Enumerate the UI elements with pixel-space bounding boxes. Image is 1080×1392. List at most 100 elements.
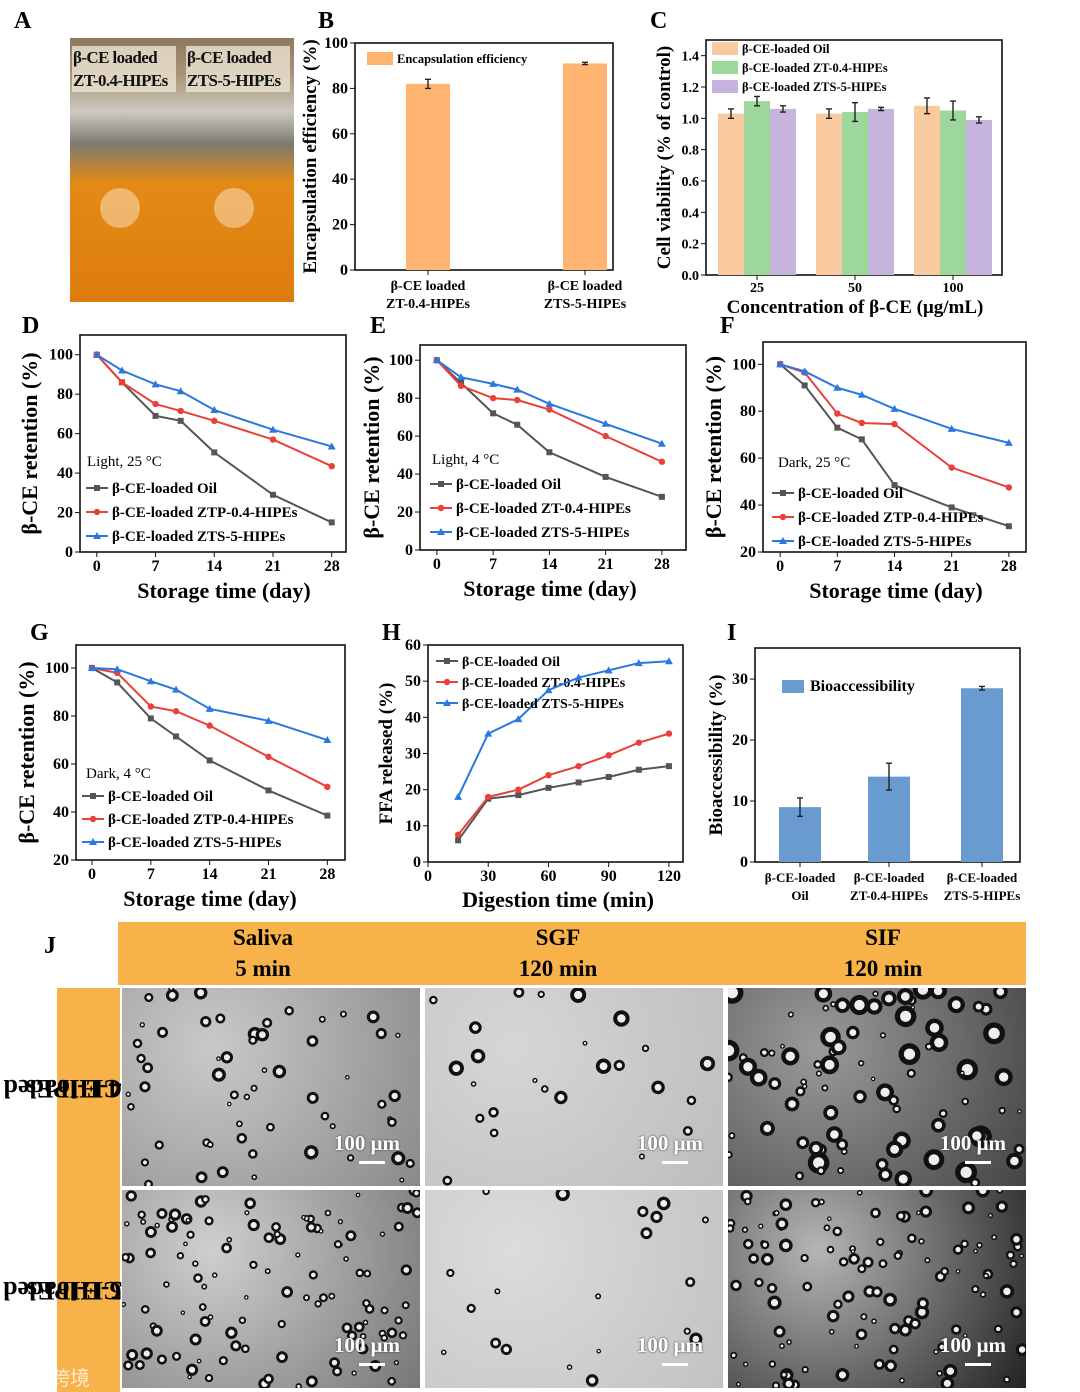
- panel-label-c: C: [650, 8, 668, 34]
- data-point: [92, 350, 101, 358]
- data-point: [513, 385, 522, 393]
- y-tick-label: 40: [57, 465, 73, 482]
- legend-swatch: [782, 680, 804, 693]
- plot-frame: [79, 334, 347, 553]
- data-point: [456, 373, 465, 381]
- data-point: [205, 704, 214, 712]
- data-point: [489, 394, 497, 402]
- data-point: [206, 722, 213, 729]
- bar: [940, 110, 966, 275]
- vial-zts: β-CE loaded ZTS-5-HIPEs: [184, 38, 294, 302]
- legend-marker: [779, 537, 787, 544]
- legend-label: β-CE-loaded ZTP-0.4-HIPEs: [108, 812, 294, 828]
- error-bar: [886, 762, 892, 791]
- data-point: [147, 715, 154, 722]
- micrograph: 100 μm: [425, 988, 723, 1186]
- legend-label: β-CE-loaded Oil: [456, 477, 561, 493]
- x-tick-label: 0: [93, 558, 101, 575]
- data-point: [948, 464, 955, 471]
- bar: [770, 108, 796, 275]
- data-point: [147, 703, 155, 710]
- x-tick-label: 60: [540, 868, 556, 885]
- x-tick-label: 120: [657, 868, 681, 885]
- condition-annotation: Light, 25 °C: [87, 454, 162, 470]
- data-point: [602, 473, 609, 480]
- data-point: [658, 493, 665, 500]
- data-point: [172, 708, 180, 715]
- data-point: [1005, 523, 1012, 530]
- series-line: [779, 363, 1010, 444]
- legend-label: β-CE-loaded ZT-0.4-HIPEs: [456, 501, 631, 517]
- data-point: [635, 766, 642, 773]
- legend-label: β-CE-loaded ZTS-5-HIPEs: [742, 80, 887, 94]
- y-tick-label: 100: [45, 660, 69, 677]
- y-tick-label: 0.0: [682, 269, 700, 284]
- x-tick-label: 7: [147, 866, 155, 883]
- data-point: [269, 436, 277, 443]
- error-bar: [826, 108, 832, 120]
- x-tick-label: 21: [944, 558, 960, 575]
- panel-label-i: I: [727, 620, 737, 646]
- legend-label: β-CE-loaded Oil: [742, 42, 830, 56]
- data-point: [146, 677, 155, 685]
- error-bar: [582, 61, 588, 66]
- y-tick-label: 20: [405, 782, 421, 799]
- scale-bar: [359, 1363, 385, 1366]
- data-point: [604, 666, 613, 674]
- row-zt: β-CE-loaded ZT-0.4-HIPEs: [3, 988, 181, 1188]
- y-tick-label: 100: [732, 356, 756, 373]
- y-tick-label: 10: [405, 818, 421, 835]
- x-tick-label: 21: [598, 556, 614, 573]
- y-tick-label: 40: [740, 497, 756, 514]
- data-point: [268, 425, 277, 433]
- y-tick-label: 40: [397, 466, 413, 483]
- data-point: [658, 458, 666, 465]
- y-tick-label: 20: [732, 732, 748, 749]
- scale-bar: [662, 1363, 688, 1366]
- x-tick-label: 28: [654, 556, 670, 573]
- micrograph: 100 μm: [122, 988, 420, 1186]
- y-axis-title: Cell viability (% of control): [654, 46, 675, 269]
- legend-label: β-CE-loaded Oil: [108, 789, 213, 805]
- col-sif: SIF 120 min: [743, 922, 1023, 984]
- y-tick-label: 0: [340, 262, 348, 279]
- data-point: [665, 730, 673, 737]
- y-tick-label: 20: [740, 544, 756, 561]
- data-point: [574, 673, 583, 681]
- x-tick-label: 7: [489, 556, 497, 573]
- y-axis-title: FFA released (%): [376, 683, 397, 825]
- legend-marker: [93, 508, 101, 516]
- data-point: [1005, 484, 1013, 491]
- data-point: [575, 762, 582, 770]
- bar: [961, 688, 1003, 862]
- data-point: [657, 439, 666, 447]
- legend-label: β-CE-loaded Oil: [112, 481, 217, 497]
- data-point: [176, 387, 185, 395]
- data-point: [546, 449, 553, 456]
- x-tick-label: 7: [833, 558, 841, 575]
- legend-label: β-CE-loaded ZTS-5-HIPEs: [456, 525, 630, 541]
- data-point: [113, 665, 122, 673]
- micrograph: 100 μm: [122, 1190, 420, 1388]
- data-point: [173, 733, 180, 740]
- data-point: [834, 410, 841, 417]
- x-tick-label: 100: [943, 281, 964, 296]
- data-point: [151, 380, 160, 388]
- error-bar: [780, 105, 786, 113]
- data-point: [328, 462, 335, 470]
- data-point: [206, 757, 213, 764]
- bar: [718, 113, 744, 275]
- data-point: [634, 659, 643, 667]
- legend-label: β-CE-loaded ZTS-5-HIPEs: [112, 529, 286, 545]
- bar: [966, 119, 992, 276]
- series-line: [457, 765, 670, 841]
- legend-swatch: [367, 52, 393, 65]
- data-point: [664, 657, 673, 665]
- error-bar: [728, 108, 734, 120]
- error-bar: [425, 78, 431, 90]
- y-tick-label: 80: [53, 708, 69, 725]
- legend-marker: [89, 838, 97, 845]
- data-point: [152, 412, 159, 419]
- bar: [563, 63, 607, 271]
